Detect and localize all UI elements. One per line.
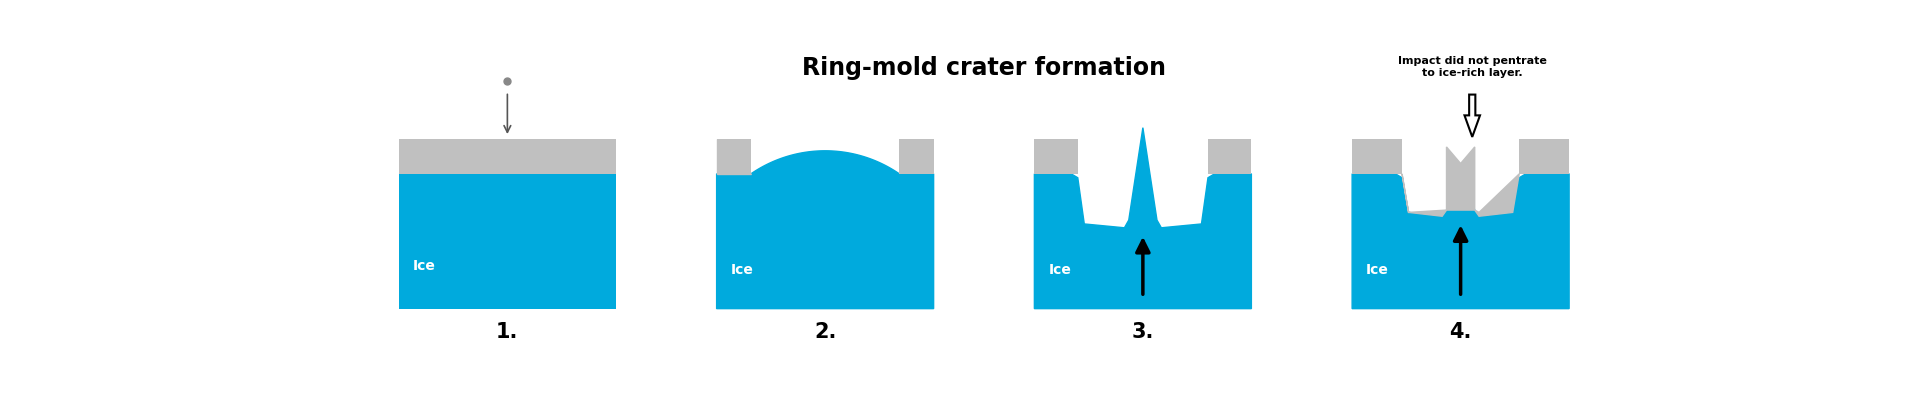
Polygon shape — [716, 139, 751, 174]
Text: Ice: Ice — [732, 263, 753, 277]
Text: 4.: 4. — [1450, 322, 1473, 342]
Bar — [899, 139, 933, 174]
Polygon shape — [1475, 174, 1519, 216]
Bar — [716, 139, 751, 174]
Text: Impact did not pentrate
to ice-rich layer.: Impact did not pentrate to ice-rich laye… — [1398, 56, 1548, 78]
Bar — [1519, 139, 1569, 174]
Text: Ice: Ice — [413, 259, 436, 273]
Bar — [1035, 139, 1077, 174]
Text: 1.: 1. — [495, 322, 518, 342]
Text: 2.: 2. — [814, 322, 837, 342]
Polygon shape — [1352, 168, 1569, 309]
Text: Ice: Ice — [1048, 263, 1071, 277]
Bar — [1352, 139, 1402, 174]
Polygon shape — [716, 151, 933, 309]
Text: 3.: 3. — [1131, 322, 1154, 342]
Polygon shape — [1402, 174, 1446, 216]
Text: Ring-mold crater formation: Ring-mold crater formation — [803, 56, 1165, 80]
Bar — [1208, 139, 1252, 174]
Text: Ice: Ice — [1365, 263, 1388, 277]
Polygon shape — [1465, 94, 1480, 137]
Bar — [399, 139, 616, 174]
Bar — [399, 139, 616, 309]
Polygon shape — [1446, 147, 1475, 210]
Polygon shape — [1035, 128, 1252, 309]
